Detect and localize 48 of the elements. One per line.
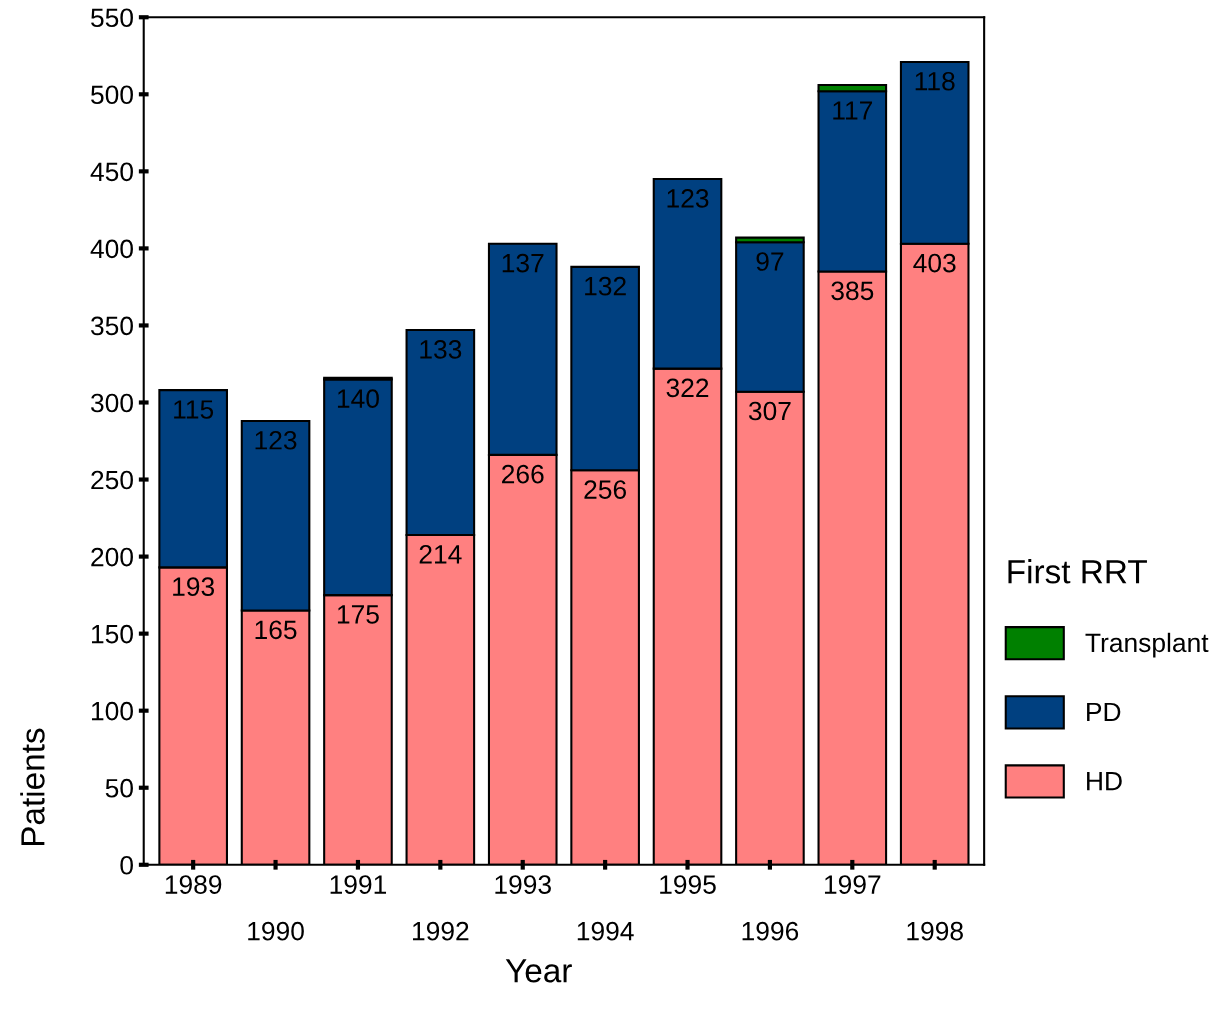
data-label: 214: [419, 544, 462, 564]
data-label: 123: [255, 430, 297, 450]
x-tick-label: 1994: [577, 921, 634, 941]
data-label: 175: [337, 605, 379, 624]
x-tick-label: 1996: [742, 921, 799, 941]
data-label: 117: [833, 101, 873, 120]
data-label: 307: [748, 401, 791, 421]
data-label: 123: [667, 189, 709, 208]
y-tick-label: 500: [91, 85, 133, 105]
legend-label: PD: [1087, 702, 1121, 722]
x-tick-label: 1991: [330, 875, 387, 894]
x-tick-label: 1992: [413, 921, 469, 941]
data-label: 385: [831, 281, 874, 301]
y-tick-label: 0: [120, 855, 133, 875]
data-label: 115: [174, 400, 214, 419]
y-tick-label: 250: [91, 470, 133, 490]
legend-label: Transplant: [1085, 632, 1209, 658]
x-tick-label: 1989: [165, 875, 222, 894]
x-axis-title: Year: [505, 959, 572, 983]
y-tick-label: 450: [90, 162, 133, 182]
legend-title: First RRT: [1008, 559, 1147, 584]
data-label: 137: [502, 253, 544, 273]
data-label: 118: [915, 71, 955, 91]
y-tick-label: 400: [90, 239, 133, 259]
y-tick-label: 200: [91, 547, 133, 567]
data-label: 140: [337, 389, 379, 409]
x-tick-label: 1997: [824, 875, 881, 894]
y-tick-label: 550: [91, 8, 133, 28]
y-tick-label: 150: [91, 624, 133, 644]
data-label: 133: [420, 340, 462, 359]
legend-label: HD: [1087, 772, 1122, 791]
data-label: 256: [584, 480, 626, 499]
data-label: 193: [173, 577, 215, 597]
data-label: 165: [255, 620, 297, 640]
y-tick-label: 300: [90, 393, 133, 413]
y-axis-title: Patients: [20, 728, 45, 846]
data-label: 266: [502, 464, 544, 484]
y-tick-label: 100: [91, 701, 133, 721]
x-tick-label: 1998: [907, 921, 963, 941]
x-tick-label: 1990: [248, 921, 304, 941]
x-tick-label: 1995: [660, 875, 716, 894]
data-label: 97: [756, 252, 784, 271]
y-tick-label: 350: [90, 316, 133, 336]
data-label: 322: [666, 378, 709, 398]
y-tick-label: 50: [105, 778, 133, 798]
x-tick-label: 1993: [495, 875, 551, 894]
data-label: 132: [585, 276, 626, 296]
data-label: 403: [913, 253, 956, 273]
